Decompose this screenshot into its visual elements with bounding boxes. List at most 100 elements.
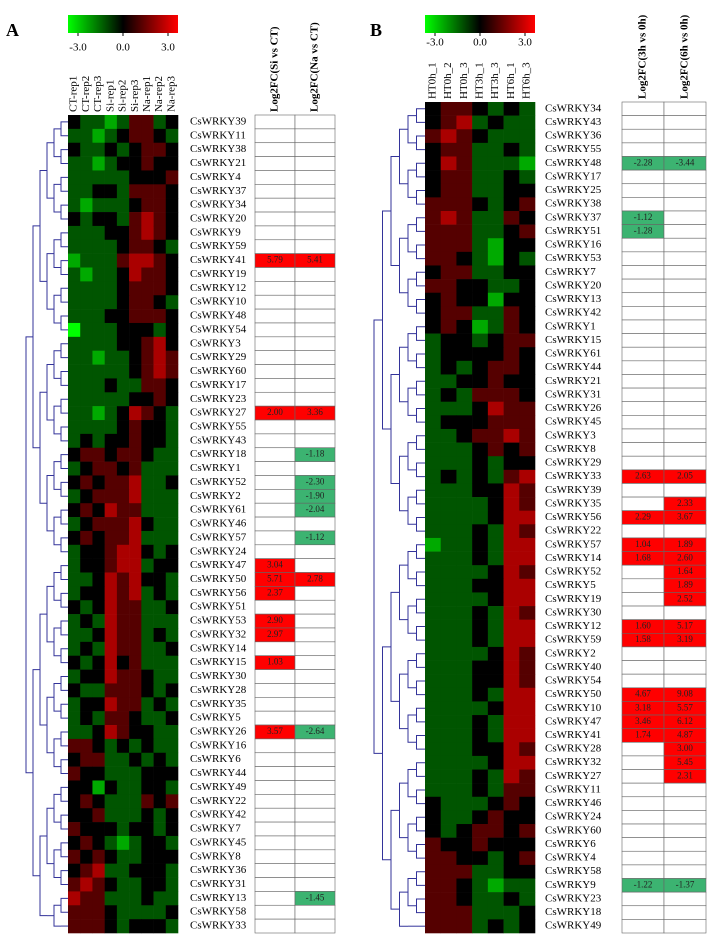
heatmap-cell — [116, 392, 130, 407]
heatmap-cell — [456, 251, 473, 266]
heatmap-cell — [456, 633, 473, 648]
heatmap-cell — [104, 600, 118, 615]
heatmap-cell — [116, 115, 130, 130]
heatmap-cell — [68, 184, 81, 199]
value-label: 1.74 — [635, 730, 651, 740]
heatmap-cell — [80, 128, 93, 144]
heatmap-cell — [472, 783, 489, 798]
heatmap-cell — [487, 796, 504, 811]
gene-name: CsWRKY7 — [545, 266, 596, 278]
heatmap-cell — [153, 863, 167, 878]
heatmap-cell — [153, 184, 167, 199]
heatmap-cell — [456, 197, 473, 212]
dendrogram-branch — [416, 271, 425, 287]
heatmap-cell — [129, 627, 142, 643]
heatmap-cell — [165, 239, 179, 254]
heatmap-cell — [80, 919, 93, 934]
heatmap-cell — [92, 586, 105, 601]
heatmap-cell — [165, 212, 179, 227]
value-label: -1.12 — [306, 532, 325, 542]
gene-name: CsWRKY35 — [545, 497, 602, 509]
heatmap-cell — [456, 810, 473, 825]
heatmap-cell — [165, 322, 179, 338]
heatmap-cell — [68, 406, 81, 421]
heatmap-cell — [68, 198, 81, 213]
heatmap-cell — [80, 309, 93, 324]
heatmap-cell — [456, 238, 473, 253]
heatmap-cell — [104, 281, 118, 296]
dendrogram-branch — [60, 426, 68, 442]
table-cell — [254, 225, 296, 241]
heatmap-cell — [472, 796, 489, 811]
dendrogram-branch — [399, 564, 408, 621]
heatmap-cell — [165, 849, 179, 864]
dendrogram-branch — [60, 149, 68, 165]
heatmap-cell — [92, 225, 105, 241]
heatmap-cell — [80, 655, 93, 670]
heatmap-cell — [92, 891, 105, 906]
value-label: 3.67 — [677, 512, 693, 522]
gene-name: CsWRKY55 — [545, 143, 602, 155]
heatmap-cell — [92, 863, 105, 878]
heatmap-cell — [472, 428, 489, 443]
heatmap-cell — [440, 428, 457, 443]
dendrogram-branch — [382, 210, 391, 430]
heatmap-cell — [129, 295, 142, 310]
gene-name: CsWRKY22 — [190, 795, 246, 807]
dendrogram-branch — [407, 115, 417, 144]
gene-name: CsWRKY17 — [545, 170, 602, 182]
value-label: 5.41 — [307, 255, 323, 265]
gene-name: CsWRKY2 — [545, 647, 596, 659]
heatmap-cell — [129, 184, 142, 199]
gene-name: CsWRKY4 — [545, 852, 596, 864]
heatmap-cell — [129, 683, 142, 698]
heatmap-cell — [141, 808, 154, 823]
heatmap-cell — [425, 755, 442, 770]
table-cell — [294, 114, 336, 130]
heatmap-cell — [129, 239, 142, 254]
heatmap-cell — [165, 600, 179, 615]
heatmap-cell — [456, 646, 473, 661]
dendrogram-branch — [407, 278, 417, 307]
heatmap-cell — [519, 537, 536, 552]
heatmap-cell — [129, 822, 142, 837]
heatmap-cell — [80, 822, 93, 837]
heatmap-cell — [440, 510, 457, 525]
table-cell — [254, 544, 296, 559]
heatmap-cell — [425, 524, 442, 539]
table-cell — [621, 415, 665, 430]
heatmap-cell — [153, 142, 167, 157]
gene-name: CsWRKY28 — [190, 684, 247, 696]
heatmap-cell — [141, 128, 154, 144]
heatmap-cell — [153, 586, 167, 601]
heatmap-cell — [456, 919, 473, 934]
heatmap-cell — [80, 336, 93, 351]
heatmap-cell — [440, 306, 457, 321]
heatmap-cell — [519, 878, 536, 893]
heatmap-cell — [80, 863, 93, 878]
heatmap-cell — [68, 641, 81, 657]
heatmap-cell — [165, 503, 179, 518]
heatmap-cell — [440, 742, 457, 757]
heatmap-cell — [456, 319, 473, 334]
heatmap-cell — [68, 350, 81, 365]
table-cell — [294, 170, 336, 185]
heatmap-cell — [92, 517, 105, 532]
heatmap-cell — [487, 333, 504, 348]
heatmap-cell — [165, 184, 179, 199]
dendrogram-branch — [60, 398, 68, 414]
heatmap-cell — [472, 224, 489, 239]
table-cell — [294, 225, 336, 241]
value-label: 3.18 — [635, 702, 651, 712]
heatmap-cell — [487, 565, 504, 580]
heatmap-cell — [141, 780, 154, 795]
heatmap-cell — [440, 905, 457, 920]
value-label: 2.60 — [677, 552, 693, 562]
heatmap-cell — [68, 267, 81, 282]
heatmap-cell — [92, 420, 105, 435]
heatmap-cell — [141, 392, 154, 407]
heatmap-cell — [68, 461, 81, 476]
gene-name: CsWRKY56 — [545, 511, 602, 523]
heatmap-cell — [116, 517, 130, 532]
heatmap-cell — [456, 469, 473, 484]
